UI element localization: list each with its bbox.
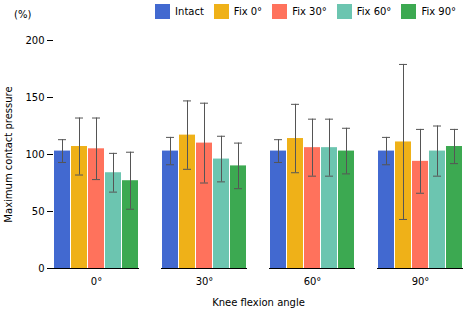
- html-text:Fix 30°: Fix 30°: [292, 6, 327, 17]
- svg-text:60°: 60°: [304, 276, 322, 287]
- svg-text:50: 50: [32, 206, 45, 217]
- svg-text:0°: 0°: [91, 276, 102, 287]
- svg-text:100: 100: [25, 149, 44, 160]
- html-text:Fix 0°: Fix 0°: [233, 6, 263, 17]
- svg-text:0: 0: [38, 263, 44, 274]
- svg-text:30°: 30°: [196, 276, 214, 287]
- svg-text:Knee flexion angle: Knee flexion angle: [212, 297, 305, 308]
- html-text:Fix 90°: Fix 90°: [421, 6, 456, 17]
- svg-text:90°: 90°: [412, 276, 430, 287]
- svg-text:150: 150: [25, 92, 44, 103]
- html-text:Fix 60°: Fix 60°: [356, 6, 392, 17]
- html-text:Intact: Intact: [175, 6, 204, 17]
- svg-text:200: 200: [25, 35, 44, 46]
- svg-text:Maximum contact pressure: Maximum contact pressure: [3, 86, 14, 222]
